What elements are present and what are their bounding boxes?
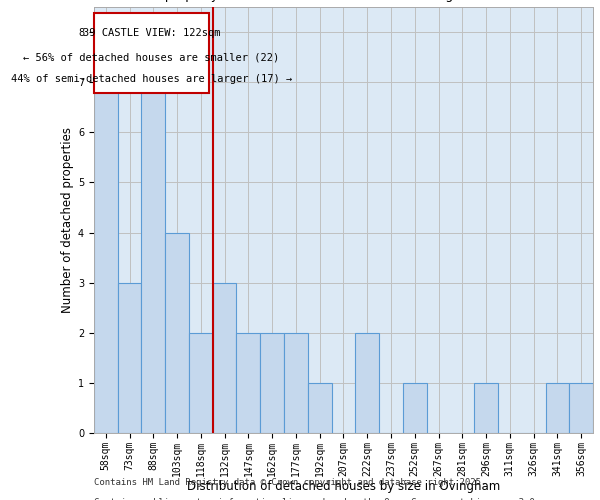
X-axis label: Distribution of detached houses by size in Ovingham: Distribution of detached houses by size …: [187, 480, 500, 493]
Text: 44% of semi-detached houses are larger (17) →: 44% of semi-detached houses are larger (…: [11, 74, 292, 84]
Bar: [94, 82, 118, 433]
Bar: [165, 232, 189, 433]
Bar: [118, 282, 142, 433]
Bar: [260, 333, 284, 433]
Bar: [308, 383, 332, 433]
Bar: [94, 13, 209, 93]
Text: Contains public sector information licensed under the Open Government Licence v3: Contains public sector information licen…: [94, 498, 540, 500]
Bar: [545, 383, 569, 433]
Bar: [403, 383, 427, 433]
Text: ← 56% of detached houses are smaller (22): ← 56% of detached houses are smaller (22…: [23, 52, 280, 62]
Bar: [474, 383, 498, 433]
Text: Contains HM Land Registry data © Crown copyright and database right 2025.: Contains HM Land Registry data © Crown c…: [94, 478, 486, 487]
Text: Size of property relative to detached houses in Ovingham: Size of property relative to detached ho…: [119, 0, 481, 2]
Bar: [213, 282, 236, 433]
Bar: [142, 82, 165, 433]
Y-axis label: Number of detached properties: Number of detached properties: [61, 127, 74, 313]
Text: 39 CASTLE VIEW: 122sqm: 39 CASTLE VIEW: 122sqm: [83, 28, 220, 38]
Bar: [355, 333, 379, 433]
Bar: [569, 383, 593, 433]
Bar: [236, 333, 260, 433]
Bar: [284, 333, 308, 433]
Bar: [189, 333, 213, 433]
